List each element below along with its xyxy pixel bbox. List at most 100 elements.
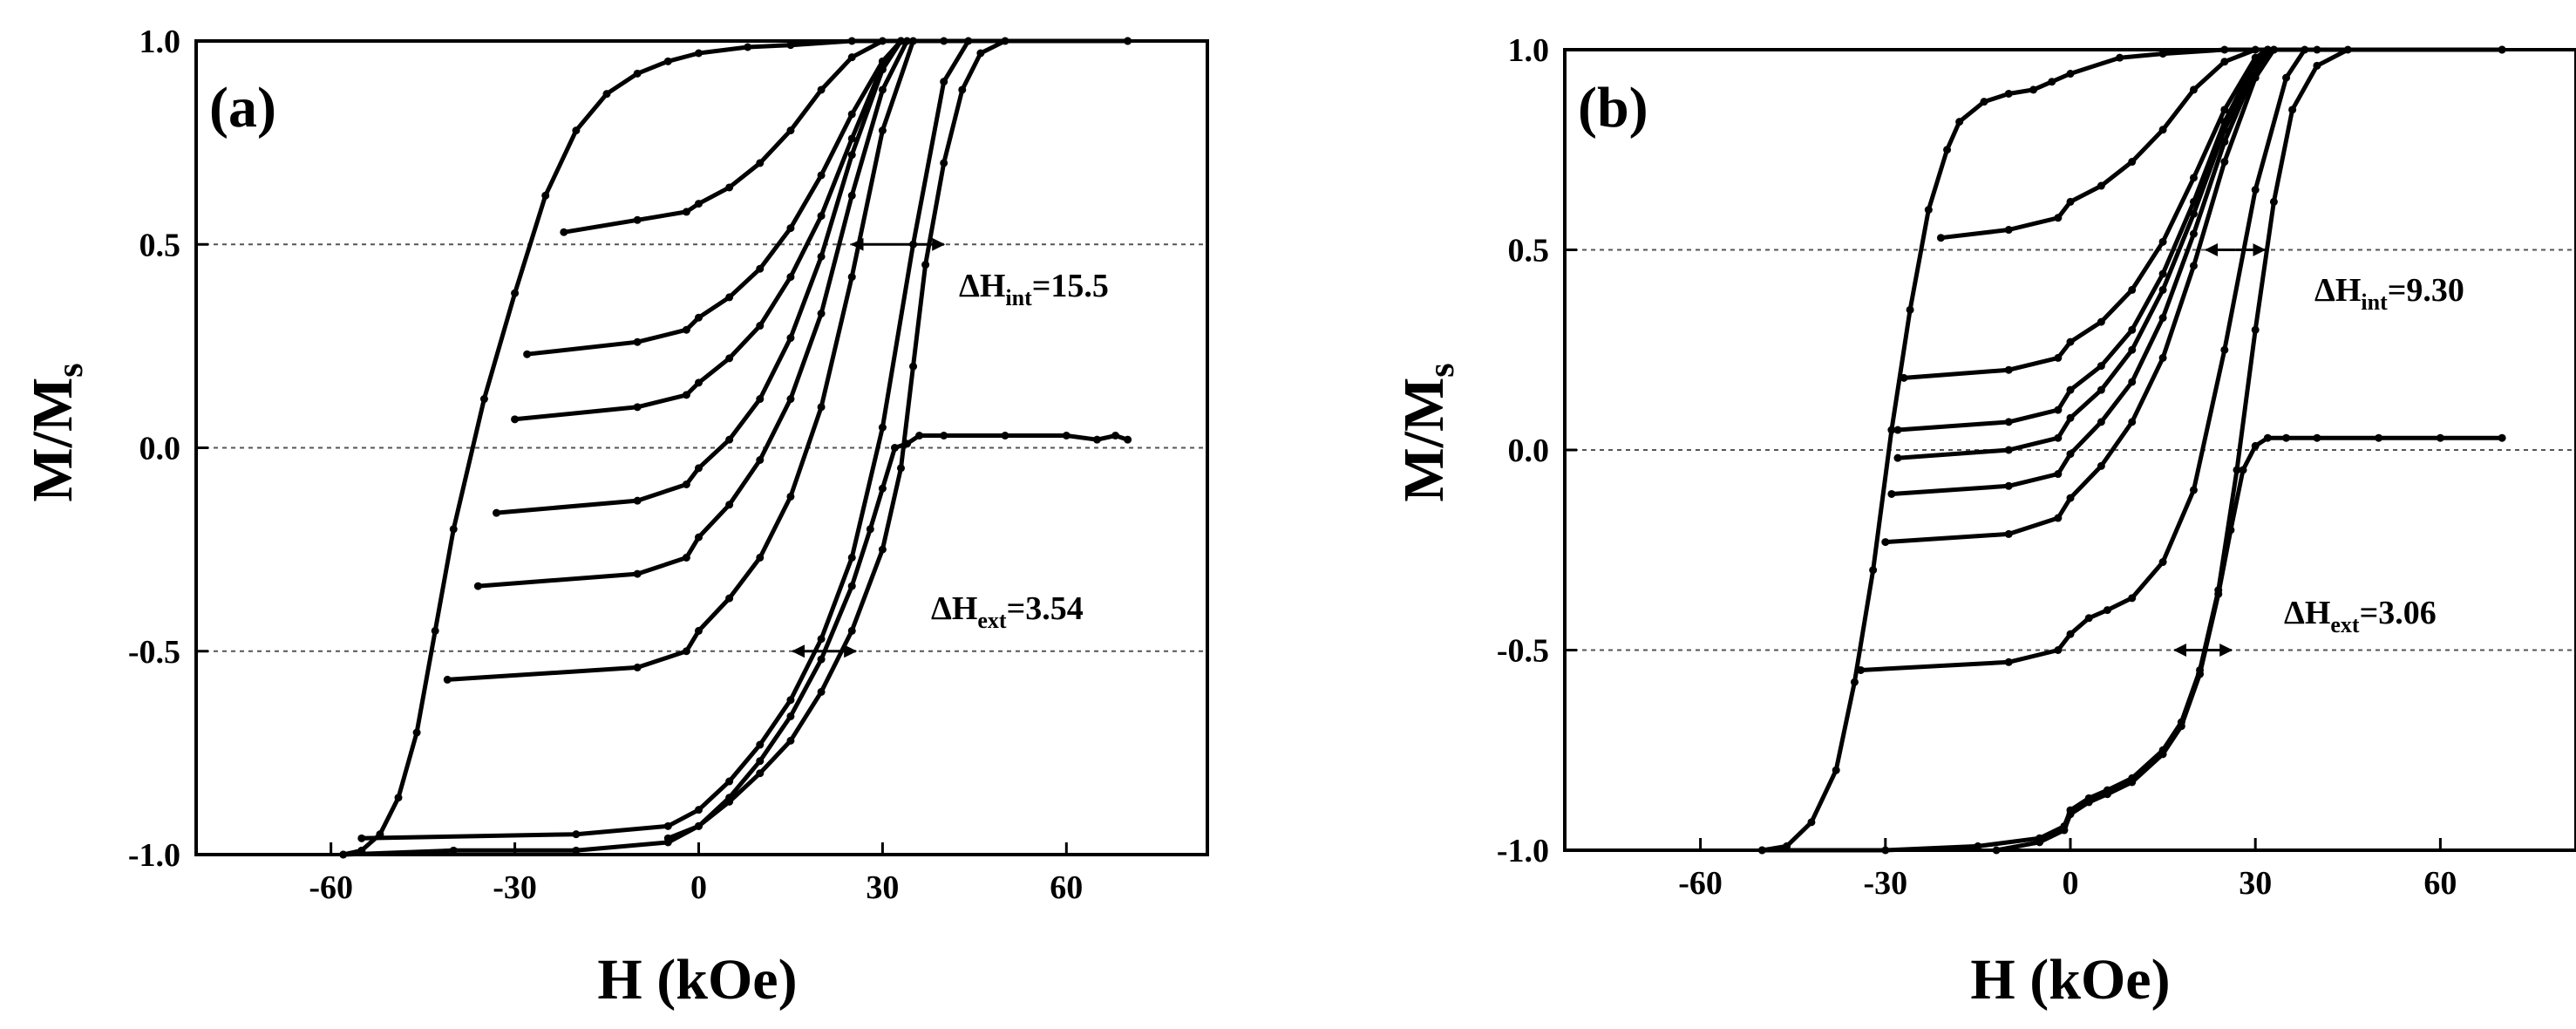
data-point bbox=[694, 200, 703, 208]
major-loop-descending bbox=[341, 38, 1131, 857]
data-point bbox=[2189, 209, 2198, 218]
data-point bbox=[2097, 385, 2105, 394]
data-point bbox=[2084, 614, 2093, 623]
recoil-curve bbox=[1901, 47, 2270, 380]
data-point bbox=[2029, 85, 2038, 94]
data-point bbox=[744, 43, 752, 51]
data-point bbox=[1111, 432, 1120, 440]
data-point bbox=[1943, 146, 1952, 154]
data-point bbox=[2004, 446, 2013, 454]
data-point bbox=[2282, 73, 2291, 82]
data-point bbox=[2288, 106, 2297, 114]
data-point bbox=[2158, 353, 2167, 362]
data-point bbox=[633, 403, 642, 412]
data-point bbox=[694, 378, 703, 387]
x-tick-label: -60 bbox=[309, 869, 353, 906]
data-point bbox=[2251, 186, 2260, 194]
data-point bbox=[940, 432, 948, 440]
data-point bbox=[756, 740, 765, 749]
data-point bbox=[756, 264, 765, 273]
data-point bbox=[1980, 98, 1988, 106]
data-point bbox=[2375, 433, 2383, 442]
data-point bbox=[847, 582, 856, 590]
data-point bbox=[878, 423, 887, 432]
data-point bbox=[2233, 466, 2241, 474]
data-point bbox=[1893, 453, 1902, 462]
data-point bbox=[915, 432, 924, 440]
data-point bbox=[786, 224, 795, 233]
data-point bbox=[847, 553, 856, 562]
data-point bbox=[682, 208, 690, 216]
data-point bbox=[2263, 433, 2272, 442]
data-point bbox=[1124, 435, 1132, 444]
data-point bbox=[2066, 630, 2075, 638]
data-point bbox=[523, 350, 532, 358]
data-point bbox=[1974, 842, 1982, 850]
y-tick-label: -0.5 bbox=[1497, 633, 1549, 670]
data-point bbox=[909, 362, 918, 371]
data-point bbox=[1807, 818, 1816, 827]
data-point bbox=[633, 569, 642, 578]
data-point bbox=[756, 395, 765, 404]
data-point bbox=[2158, 237, 2167, 246]
data-point bbox=[725, 293, 734, 302]
data-point bbox=[1850, 678, 1859, 686]
data-point bbox=[2220, 158, 2229, 167]
data-point bbox=[1881, 538, 1890, 547]
data-point bbox=[2313, 61, 2321, 70]
y-tick-label: -1.0 bbox=[1497, 833, 1549, 869]
data-point bbox=[2251, 73, 2260, 82]
data-point bbox=[817, 85, 826, 94]
annotation-delta-h-ext: ΔHext=3.54 bbox=[931, 590, 1084, 633]
data-point bbox=[2004, 226, 2013, 235]
data-point bbox=[1832, 766, 1840, 774]
y-tick-label: -0.5 bbox=[128, 634, 180, 671]
x-tick-label: -30 bbox=[1863, 865, 1907, 902]
data-point bbox=[663, 57, 672, 65]
data-point bbox=[2066, 494, 2075, 502]
data-point bbox=[756, 455, 765, 464]
data-point bbox=[817, 171, 826, 180]
data-point bbox=[756, 757, 765, 766]
data-point bbox=[896, 464, 905, 473]
y-tick-label: 1.0 bbox=[139, 24, 181, 60]
data-point bbox=[2004, 418, 2013, 426]
x-tick-label: 0 bbox=[690, 869, 707, 906]
y-axis-label: M/Ms bbox=[1392, 363, 1462, 501]
data-point bbox=[786, 712, 795, 720]
data-point bbox=[694, 821, 703, 830]
data-point bbox=[633, 663, 642, 671]
data-point bbox=[2158, 285, 2167, 294]
data-point bbox=[2103, 790, 2111, 799]
data-point bbox=[449, 846, 458, 855]
data-point bbox=[357, 834, 366, 842]
data-point bbox=[921, 261, 930, 269]
data-point bbox=[958, 85, 967, 94]
data-point bbox=[479, 395, 488, 404]
data-point bbox=[2036, 838, 2044, 847]
data-point bbox=[2066, 385, 2075, 394]
data-point bbox=[1857, 665, 1866, 674]
data-point bbox=[847, 626, 856, 635]
data-point bbox=[2220, 345, 2229, 354]
data-point bbox=[2097, 418, 2105, 426]
data-point bbox=[2251, 441, 2260, 450]
data-point bbox=[817, 403, 826, 412]
data-point bbox=[2004, 89, 2013, 98]
data-point bbox=[2054, 353, 2063, 362]
data-point bbox=[2066, 337, 2075, 346]
data-point bbox=[2128, 158, 2137, 167]
recoil-curve bbox=[494, 38, 903, 515]
data-point bbox=[2189, 486, 2198, 494]
data-point bbox=[682, 553, 690, 562]
data-point bbox=[694, 626, 703, 635]
data-point bbox=[817, 635, 826, 644]
panel-b: -60 -30 0 30 60 -1.0 -0.5 0.0 0.5 1.0 (b) M/Ms H … bbox=[1392, 32, 2576, 1012]
data-point bbox=[682, 325, 690, 334]
y-tick-label: 0.5 bbox=[1508, 233, 1550, 269]
data-point bbox=[786, 41, 795, 50]
x-axis-label: H (kOe) bbox=[1970, 948, 2170, 1012]
data-point bbox=[1001, 432, 1009, 440]
data-point bbox=[2220, 138, 2229, 147]
data-point bbox=[2196, 670, 2205, 678]
